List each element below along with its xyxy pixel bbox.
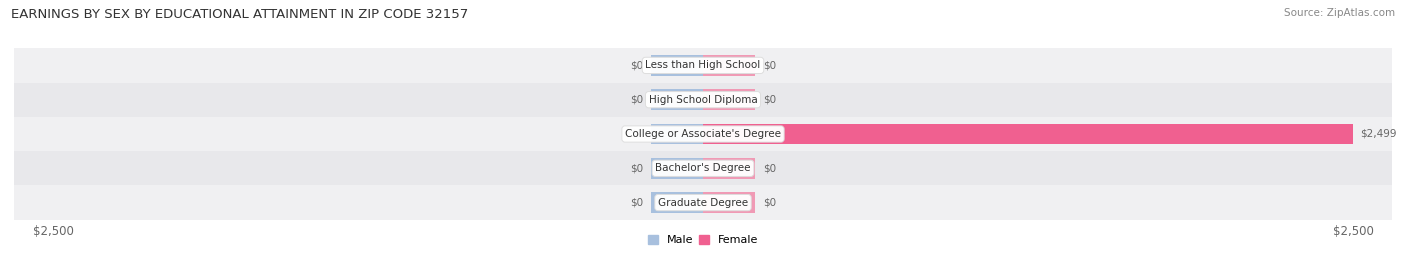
Bar	[14, 151, 1392, 185]
Text: EARNINGS BY SEX BY EDUCATIONAL ATTAINMENT IN ZIP CODE 32157: EARNINGS BY SEX BY EDUCATIONAL ATTAINMEN…	[11, 8, 468, 21]
Bar	[14, 117, 1392, 151]
Text: $0: $0	[763, 198, 776, 208]
Text: $0: $0	[763, 95, 776, 105]
Bar	[703, 192, 755, 213]
Bar	[651, 55, 703, 76]
Text: High School Diploma: High School Diploma	[648, 95, 758, 105]
Bar	[703, 158, 755, 178]
Text: $0: $0	[630, 60, 643, 70]
Text: $2,499: $2,499	[1361, 129, 1398, 139]
Bar	[651, 158, 703, 178]
Bar	[14, 185, 1392, 220]
Bar	[703, 124, 1353, 144]
Legend: Male, Female: Male, Female	[648, 234, 758, 245]
Bar	[14, 48, 1392, 83]
Text: $0: $0	[630, 198, 643, 208]
Text: Graduate Degree: Graduate Degree	[658, 198, 748, 208]
Bar	[651, 90, 703, 110]
Text: College or Associate's Degree: College or Associate's Degree	[626, 129, 780, 139]
Bar	[651, 192, 703, 213]
Text: $0: $0	[763, 60, 776, 70]
Text: $0: $0	[763, 163, 776, 173]
Bar	[703, 55, 755, 76]
Text: Source: ZipAtlas.com: Source: ZipAtlas.com	[1284, 8, 1395, 18]
Bar	[14, 83, 1392, 117]
Text: $0: $0	[630, 129, 643, 139]
Text: Less than High School: Less than High School	[645, 60, 761, 70]
Text: $0: $0	[630, 95, 643, 105]
Text: $0: $0	[630, 163, 643, 173]
Text: Bachelor's Degree: Bachelor's Degree	[655, 163, 751, 173]
Bar	[651, 124, 703, 144]
Bar	[703, 90, 755, 110]
